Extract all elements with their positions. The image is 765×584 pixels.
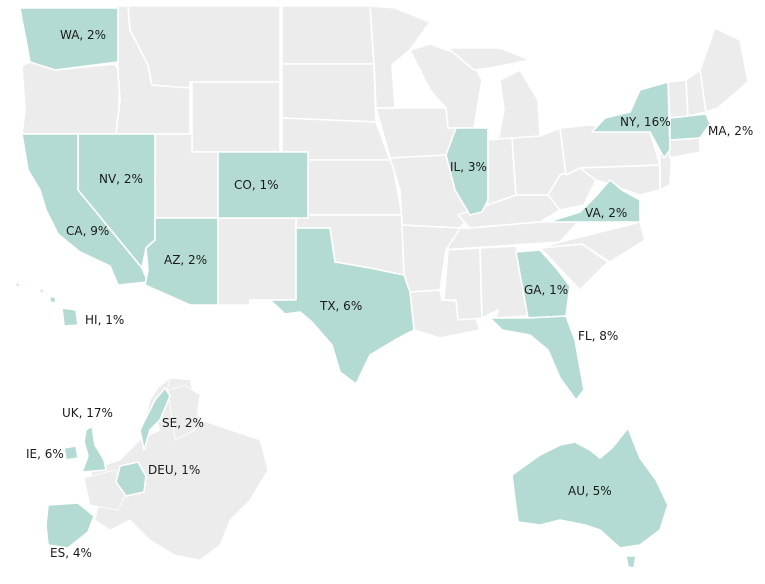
region-MT[interactable] — [127, 5, 281, 89]
region-DEU[interactable] — [115, 461, 147, 497]
region-IL[interactable] — [445, 127, 489, 216]
region-NM[interactable] — [217, 217, 297, 306]
region-AU-tasmania[interactable] — [625, 555, 637, 569]
region-AZ[interactable] — [144, 217, 219, 306]
region-CA[interactable] — [21, 133, 149, 286]
australia-map — [511, 427, 669, 569]
region-MN[interactable] — [369, 5, 431, 109]
region-MI[interactable] — [447, 47, 531, 71]
region-IA[interactable] — [375, 107, 457, 159]
region-WY[interactable] — [191, 81, 281, 153]
region-IE[interactable] — [63, 445, 79, 461]
europe-inset-map — [45, 376, 269, 561]
region-VT[interactable] — [667, 79, 689, 119]
region-ME[interactable] — [699, 27, 749, 113]
region-ND[interactable] — [281, 5, 375, 65]
usa-highlighted-regions — [13, 7, 711, 401]
region-FL[interactable] — [489, 315, 585, 401]
region-TX[interactable] — [249, 227, 415, 385]
region-MD[interactable] — [579, 164, 661, 196]
region-UK[interactable] — [81, 425, 107, 473]
region-CT[interactable] — [667, 137, 701, 159]
region-MI-lower[interactable] — [497, 69, 541, 141]
region-AU[interactable] — [511, 427, 669, 549]
region-FI — [167, 384, 201, 441]
region-OR[interactable] — [21, 61, 121, 135]
region-ES[interactable] — [45, 502, 95, 549]
region-MA[interactable] — [669, 113, 711, 141]
region-SE[interactable] — [139, 387, 171, 451]
region-SD[interactable] — [281, 63, 377, 123]
region-CO[interactable] — [217, 151, 309, 219]
region-NY[interactable] — [591, 81, 671, 159]
region-HI[interactable] — [13, 281, 79, 327]
region-VA[interactable] — [547, 179, 641, 223]
region-WA[interactable] — [19, 7, 119, 71]
region-KS[interactable] — [307, 159, 403, 216]
